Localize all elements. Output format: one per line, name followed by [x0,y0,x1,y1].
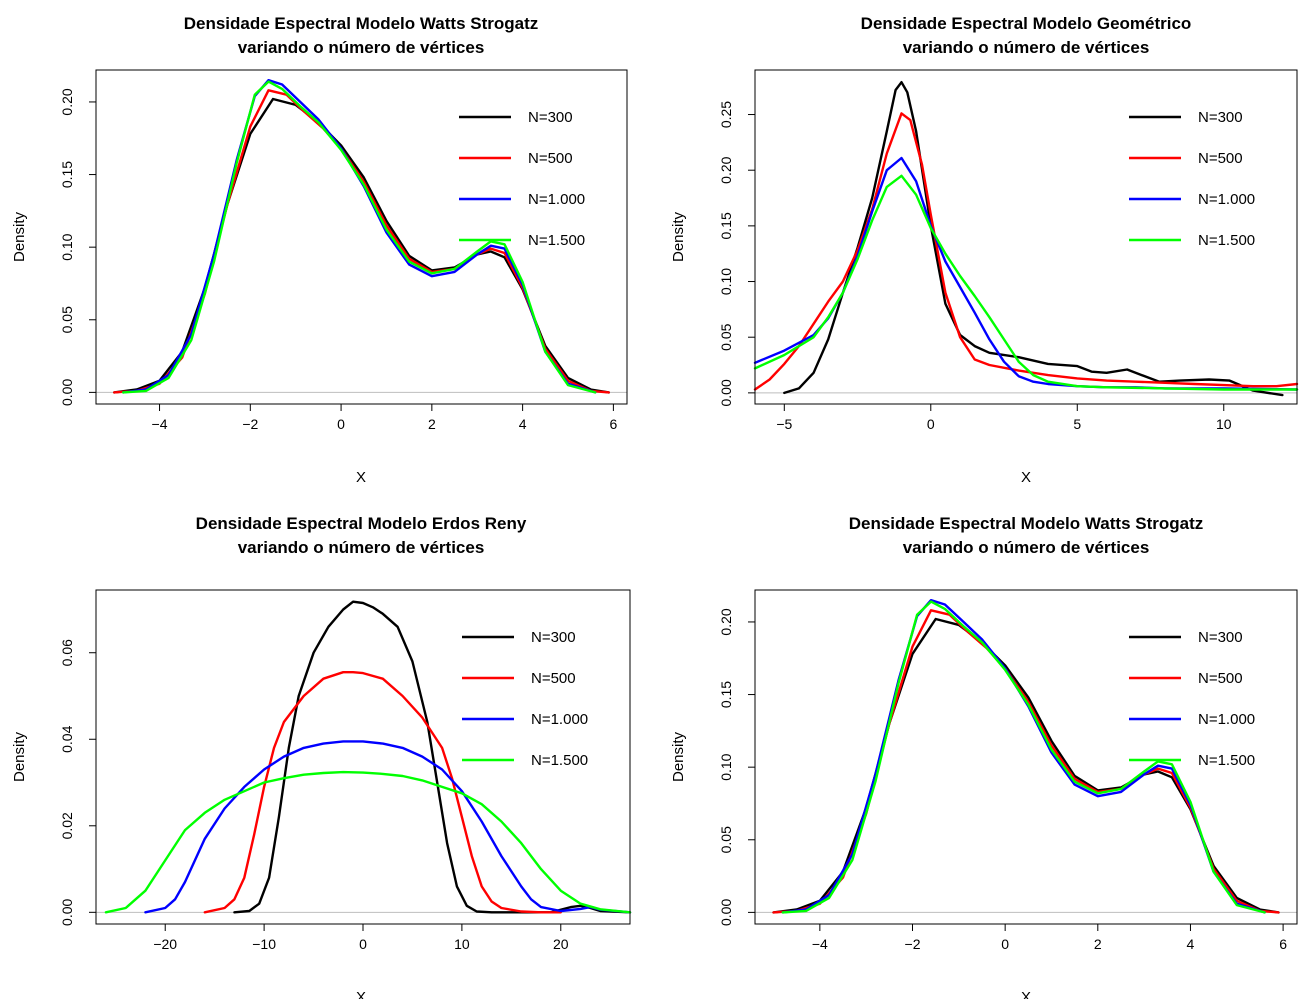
panel-4-y-tick-label-4: 0.15 [718,681,734,708]
panel-2-legend-label-4: N=1.500 [1198,232,1255,249]
panel-1-x-tick-label-3: 0 [337,416,345,432]
panel-2-legend-label-2: N=500 [1198,150,1243,167]
panel-2-legend-label-3: N=1.000 [1198,191,1255,208]
panel-1-y-tick-label-4: 0.15 [59,161,75,188]
panel-3-x-tick-label-4: 10 [454,936,470,952]
panel-3-x-tick-label-5: 20 [553,936,569,952]
panel-3-x-axis-label: X [356,989,366,999]
panel-4-title-line-2: variando o número de vértices [903,538,1150,557]
panel-2-y-axis-label: Density [670,211,687,262]
panel-1-y-tick-label-1: 0.00 [59,379,75,406]
panel-1-y-tick-label-3: 0.10 [59,233,75,260]
panel-1-x-tick-label-1: −4 [152,416,168,432]
panel-1-legend-label-4: N=1.500 [528,232,585,249]
panel-4-title-line-1: Densidade Espectral Modelo Watts Strogat… [849,514,1204,533]
panel-1-x-tick-label-6: 6 [609,416,617,432]
panel-2-x-tick-label-1: −5 [776,416,792,432]
panel-2-y-tick-label-5: 0.20 [718,156,734,183]
panel-4-x-tick-label-1: −4 [812,936,828,952]
panel-4-series-line-3 [781,599,1266,914]
panel-1-title-line-1: Densidade Espectral Modelo Watts Strogat… [184,14,539,33]
panel-1-series-line-4 [122,80,597,394]
panel-2-x-tick-label-2: 0 [927,416,935,432]
panel-3-y-axis-label: Density [11,731,28,782]
panel-2-series-line-4 [753,174,1299,391]
panel-2-y-tick-label-2: 0.05 [718,323,734,350]
panel-2-y-tick-label-3: 0.10 [718,268,734,295]
panel-3-title-line-2: variando o número de vértices [238,538,485,557]
panel-1-y-tick-label-5: 0.20 [59,88,75,115]
panel-1-x-tick-label-5: 4 [519,416,527,432]
panel-1-legend-label-3: N=1.000 [528,191,585,208]
panel-4-x-tick-label-4: 2 [1094,936,1102,952]
panel-2-y-tick-label-4: 0.15 [718,212,734,239]
panel-3-x-tick-label-3: 0 [359,936,367,952]
panel-4-legend-label-2: N=500 [1198,670,1243,687]
chart-panel-2: Densidade Espectral Modelo Geométrico var… [670,14,1299,486]
panel-1-x-tick-label-4: 2 [428,416,436,432]
panel-3-x-tick-label-2: −10 [252,936,276,952]
panel-3-title-line-1: Densidade Espectral Modelo Erdos Reny [196,514,527,533]
chart-panel-1: Densidade Espectral Modelo Watts Strogat… [11,14,628,486]
panel-4-legend-label-1: N=300 [1198,629,1243,646]
panel-4-legend-label-3: N=1.000 [1198,711,1255,728]
panel-2-legend-label-1: N=300 [1198,109,1243,126]
chart-panel-4: Densidade Espectral Modelo Watts Strogat… [670,514,1298,999]
panel-1-x-axis-label: X [356,469,366,486]
panel-1-series-line-3 [122,79,597,394]
panel-1-legend-label-1: N=300 [528,109,573,126]
panel-4-x-tick-label-3: 0 [1001,936,1009,952]
chart-panel-3: Densidade Espectral Modelo Erdos Reny var… [11,514,632,999]
panel-3-series-line-4 [104,770,632,914]
panel-3-legend-label-1: N=300 [531,629,576,646]
panel-3-series-line-2 [203,671,562,914]
panel-1-y-axis-label: Density [11,211,28,262]
panel-1-title-line-2: variando o número de vértices [238,38,485,57]
panel-4-x-axis-label: X [1021,989,1031,999]
panel-1-x-tick-label-2: −2 [242,416,258,432]
panel-3-series-line-3 [144,740,632,914]
panel-3-x-tick-label-1: −20 [153,936,177,952]
panel-4-y-tick-label-2: 0.05 [718,826,734,853]
panel-4-x-tick-label-5: 4 [1187,936,1195,952]
panel-2-y-tick-label-1: 0.00 [718,379,734,406]
panel-4-y-tick-label-5: 0.20 [718,608,734,635]
panel-3-legend-label-2: N=500 [531,670,576,687]
panel-2-x-tick-label-4: 10 [1216,416,1232,432]
panel-3-y-tick-label-2: 0.02 [59,812,75,839]
panel-4-y-axis-label: Density [670,731,687,782]
panel-4-series-line-4 [781,600,1266,914]
panel-2-x-tick-label-3: 5 [1073,416,1081,432]
panel-2-x-axis-label: X [1021,469,1031,486]
panel-4-x-tick-label-6: 6 [1279,936,1287,952]
panel-4-y-tick-label-3: 0.10 [718,753,734,780]
panel-3-y-tick-label-4: 0.06 [59,639,75,666]
panel-3-y-tick-label-1: 0.00 [59,898,75,925]
panel-2-y-tick-label-6: 0.25 [718,101,734,128]
panel-2-title-line-1: Densidade Espectral Modelo Geométrico [861,14,1192,33]
panel-3-legend-label-4: N=1.500 [531,752,588,769]
panel-4-legend-label-4: N=1.500 [1198,752,1255,769]
panel-4-y-tick-label-1: 0.00 [718,899,734,926]
panel-1-legend-label-2: N=500 [528,150,573,167]
panel-3-y-tick-label-3: 0.04 [59,725,75,752]
panel-3-legend-label-3: N=1.000 [531,711,588,728]
panel-4-x-tick-label-2: −2 [905,936,921,952]
panel-1-y-tick-label-2: 0.05 [59,306,75,333]
panel-2-series-line-2 [753,112,1299,391]
panel-2-title-line-2: variando o número de vértices [903,38,1150,57]
